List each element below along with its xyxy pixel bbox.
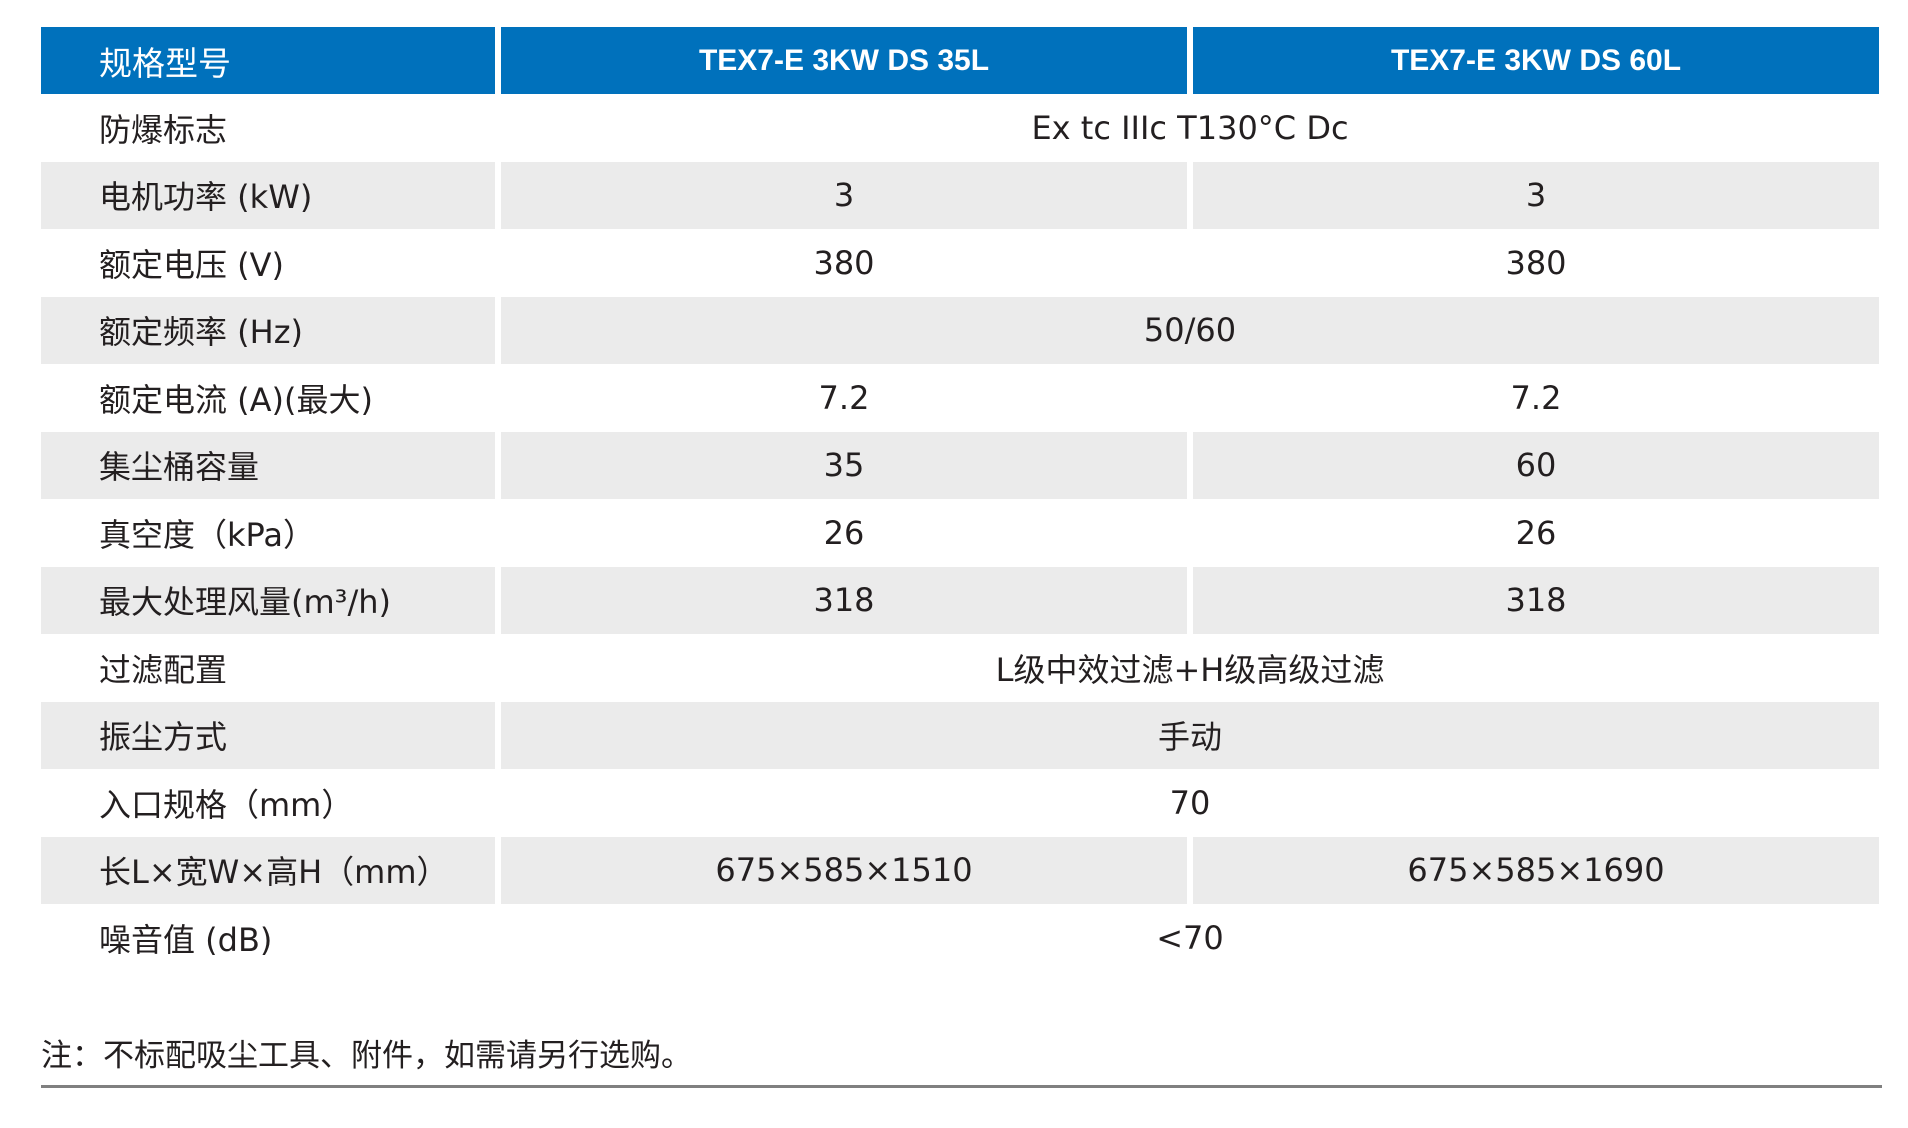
bottom-divider	[41, 1085, 1882, 1088]
table-row-rated-frequency: 额定频率 (Hz) 50/60	[41, 296, 1882, 364]
row-value-35l: 26	[501, 499, 1187, 567]
row-value-60l: 60	[1193, 431, 1879, 499]
row-value-60l: 26	[1193, 499, 1879, 567]
row-value-60l: 675×585×1690	[1193, 836, 1879, 904]
footnote: 注：不标配吸尘工具、附件，如需请另行选购。	[41, 1038, 692, 1074]
row-label: 电机功率 (kW)	[41, 161, 495, 229]
row-value-35l: 675×585×1510	[501, 836, 1187, 904]
row-value-shared: <70	[501, 904, 1879, 972]
row-value-60l: 380	[1193, 229, 1879, 297]
table-row-motor-power: 电机功率 (kW) 3 3	[41, 161, 1882, 229]
row-label: 额定电流 (A)(最大)	[41, 364, 495, 432]
row-value-35l: 7.2	[501, 364, 1187, 432]
row-label: 噪音值 (dB)	[41, 904, 495, 972]
table-row-shake-method: 振尘方式 手动	[41, 701, 1882, 769]
header-model-35l: TEX7-E 3KW DS 35L	[501, 27, 1187, 94]
row-label: 真空度（kPa）	[41, 499, 495, 567]
row-value-35l: 35	[501, 431, 1187, 499]
row-value-shared: Ex tc IIIc T130°C Dc	[501, 94, 1879, 162]
row-label: 集尘桶容量	[41, 431, 495, 499]
table-row-max-airflow: 最大处理风量(m³/h) 318 318	[41, 566, 1882, 634]
table-row-bin-capacity: 集尘桶容量 35 60	[41, 431, 1882, 499]
row-value-35l: 318	[501, 566, 1187, 634]
table-row-rated-current: 额定电流 (A)(最大) 7.2 7.2	[41, 364, 1882, 432]
row-label: 振尘方式	[41, 701, 495, 769]
row-value-shared: 手动	[501, 701, 1879, 769]
table-row-filter-config: 过滤配置 L级中效过滤+H级高级过滤	[41, 634, 1882, 702]
header-model-60l: TEX7-E 3KW DS 60L	[1193, 27, 1879, 94]
row-value-35l: 380	[501, 229, 1187, 297]
table-row-noise: 噪音值 (dB) <70	[41, 904, 1882, 972]
header-spec-label: 规格型号	[41, 27, 495, 94]
table-row-vacuum: 真空度（kPa） 26 26	[41, 499, 1882, 567]
row-label: 防爆标志	[41, 94, 495, 162]
row-label: 长L×宽W×高H（mm）	[41, 836, 495, 904]
table-row-explosion-mark: 防爆标志 Ex tc IIIc T130°C Dc	[41, 94, 1882, 162]
row-label: 入口规格（mm）	[41, 769, 495, 837]
row-label: 最大处理风量(m³/h)	[41, 566, 495, 634]
row-value-60l: 7.2	[1193, 364, 1879, 432]
table-row-inlet-size: 入口规格（mm） 70	[41, 769, 1882, 837]
row-label: 额定电压 (V)	[41, 229, 495, 297]
spec-table: 规格型号 TEX7-E 3KW DS 35L TEX7-E 3KW DS 60L…	[41, 27, 1882, 972]
table-row-rated-voltage: 额定电压 (V) 380 380	[41, 229, 1882, 297]
table-header-row: 规格型号 TEX7-E 3KW DS 35L TEX7-E 3KW DS 60L	[41, 27, 1882, 94]
table-row-dimensions: 长L×宽W×高H（mm） 675×585×1510 675×585×1690	[41, 836, 1882, 904]
row-value-shared: L级中效过滤+H级高级过滤	[501, 634, 1879, 702]
row-value-35l: 3	[501, 161, 1187, 229]
row-value-shared: 50/60	[501, 296, 1879, 364]
row-value-shared: 70	[501, 769, 1879, 837]
row-label: 额定频率 (Hz)	[41, 296, 495, 364]
row-value-60l: 3	[1193, 161, 1879, 229]
row-value-60l: 318	[1193, 566, 1879, 634]
row-label: 过滤配置	[41, 634, 495, 702]
